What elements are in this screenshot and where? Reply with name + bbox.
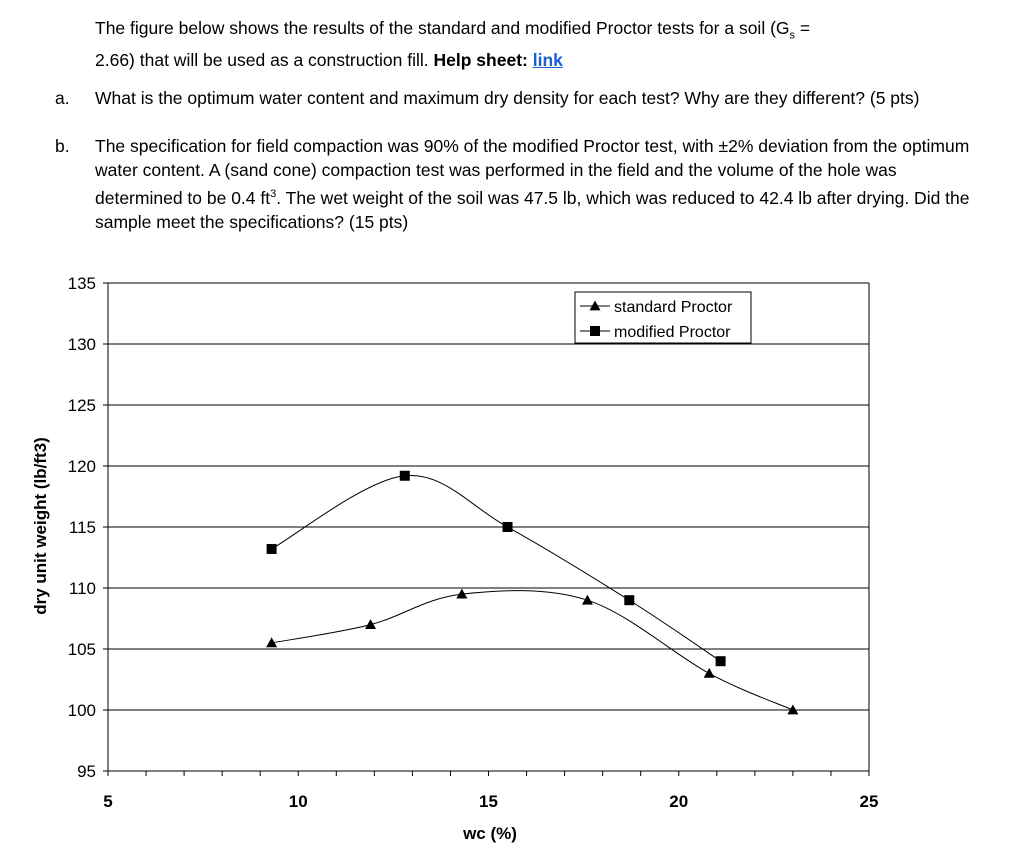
question-b-superscript: 3 bbox=[270, 188, 277, 200]
standard-point-5 bbox=[787, 704, 799, 715]
legend: standard Proctor modified Proctor bbox=[574, 291, 752, 344]
standard-proctor-line bbox=[271, 590, 794, 711]
y-tick-label-130: 130 bbox=[68, 335, 96, 354]
intro-subscript: s bbox=[789, 29, 796, 42]
modified-point-4 bbox=[715, 656, 726, 667]
modified-point-0 bbox=[266, 543, 277, 554]
y-tick-label-105: 105 bbox=[68, 640, 96, 659]
x-tick-label-15: 15 bbox=[479, 792, 498, 811]
y-tick-label-100: 100 bbox=[68, 701, 96, 720]
y-tick-label-125: 125 bbox=[68, 396, 96, 415]
question-a-text: What is the optimum water content and ma… bbox=[95, 88, 920, 108]
help-sheet-label: Help sheet: bbox=[433, 49, 533, 70]
standard-point-2 bbox=[456, 588, 468, 599]
series-curves bbox=[271, 475, 794, 711]
modified-point-3 bbox=[624, 595, 635, 606]
intro-line1-text: The figure below shows the results of th… bbox=[95, 18, 790, 38]
y-tick-label-115: 115 bbox=[69, 518, 96, 537]
y-tick-label-110: 110 bbox=[69, 579, 96, 598]
legend-marker-standard bbox=[589, 300, 601, 311]
x-tick-label-10: 10 bbox=[289, 792, 308, 811]
y-axis-title: dry unit weight (lb/ft3) bbox=[31, 437, 50, 615]
question-b-text: The specification for field compaction w… bbox=[95, 136, 970, 208]
x-tick-label-20: 20 bbox=[669, 792, 688, 811]
modified-proctor-line bbox=[271, 475, 721, 662]
question-b-label: b. bbox=[55, 136, 70, 156]
question-b-text-end: . The wet weight of the soil was 47.5 lb… bbox=[95, 187, 970, 232]
legend-label-standard: standard Proctor bbox=[614, 299, 733, 316]
standard-point-4 bbox=[703, 667, 715, 678]
y-tick-label-135: 135 bbox=[68, 274, 96, 293]
grid-lines bbox=[108, 282, 869, 772]
intro-line1-end: = bbox=[795, 18, 811, 38]
legend-box bbox=[574, 291, 752, 344]
x-axis-title: wc (%) bbox=[462, 824, 517, 843]
help-sheet-link[interactable]: link bbox=[532, 49, 563, 70]
intro-line2-text: 2.66) that will be used as a constructio… bbox=[95, 49, 434, 70]
y-tick-label-95: 95 bbox=[77, 762, 96, 781]
question-a-label: a. bbox=[55, 88, 70, 108]
legend-marker-modified bbox=[590, 326, 600, 336]
standard-point-3 bbox=[581, 594, 593, 605]
legend-label-modified: modified Proctor bbox=[614, 324, 731, 341]
modified-point-1 bbox=[399, 470, 410, 481]
y-tick-label-120: 120 bbox=[68, 457, 96, 476]
x-tick-label-5: 5 bbox=[103, 792, 112, 811]
axis-ticks: 95 100 105 110 115 120 125 130 135 5 10 15 20 25 bbox=[68, 274, 879, 811]
modified-point-2 bbox=[502, 522, 513, 532]
series-markers bbox=[266, 470, 799, 715]
standard-point-1 bbox=[365, 619, 377, 629]
standard-point-0 bbox=[266, 637, 278, 648]
question-b-text-wrap: The specification for field compaction w… bbox=[95, 134, 975, 234]
problem-intro: The figure below shows the results of th… bbox=[95, 16, 975, 72]
x-tick-label-25: 25 bbox=[860, 792, 879, 811]
